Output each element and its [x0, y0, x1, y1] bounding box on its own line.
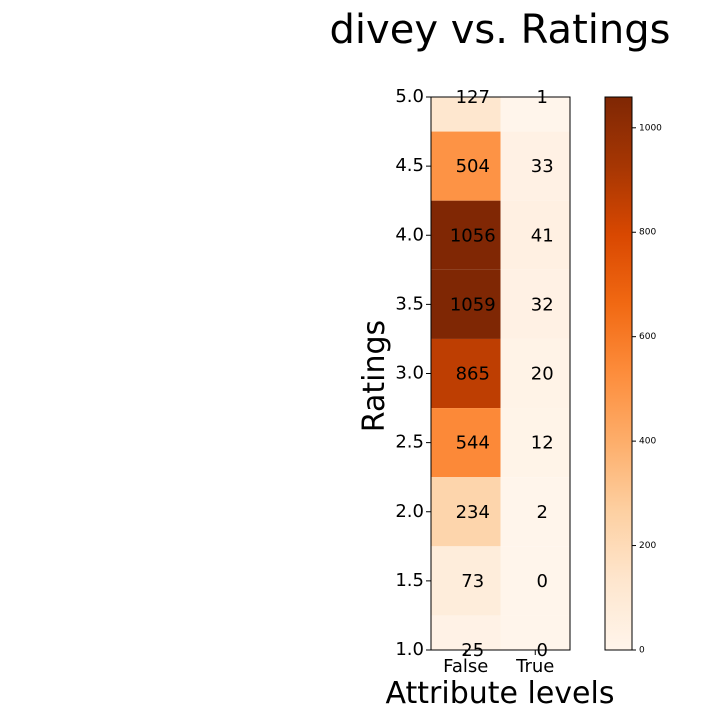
cell-value-label: 504 — [456, 156, 490, 177]
cell-value-label: 1056 — [450, 225, 496, 246]
x-tick-label: False — [443, 656, 488, 677]
cell-value-label: 865 — [456, 364, 490, 385]
cell-value-label: 32 — [531, 294, 554, 315]
cell-value-label: 234 — [456, 502, 490, 523]
heatmap-cell — [500, 546, 570, 616]
heatmap-cell — [431, 97, 501, 132]
heatmap-cell — [500, 200, 570, 270]
heatmap-cell — [431, 338, 501, 409]
cell-value-label: 73 — [461, 571, 484, 592]
heatmap-cell — [500, 477, 570, 547]
heatmap-cell — [500, 408, 570, 478]
cell-value-label: 33 — [531, 156, 554, 177]
cell-value-label: 1059 — [450, 294, 496, 315]
cell-value-label: 544 — [456, 433, 490, 454]
colorbar — [604, 96, 633, 651]
chart-title: divey vs. Ratings — [330, 7, 671, 53]
heatmap-cell — [431, 131, 501, 201]
y-axis-ticks: 5.0 4.5 4.0 3.5 3.0 2.5 2.0 1.5 1.0 — [395, 86, 431, 660]
y-tick-label: 4.5 — [395, 155, 424, 176]
colorbar-tick-label: 1000 — [639, 123, 662, 133]
y-tick-label: 3.0 — [395, 363, 424, 384]
colorbar-ticks: 0 200 400 600 800 1000 — [632, 123, 662, 656]
colorbar-tick-label: 0 — [639, 646, 645, 656]
cell-value-label: 2 — [537, 502, 548, 523]
x-axis-label: Attribute levels — [386, 676, 615, 711]
y-tick-label: 3.5 — [395, 293, 424, 314]
colorbar-tick-label: 200 — [639, 541, 656, 551]
y-tick-label: 4.0 — [395, 224, 424, 245]
colorbar-tick-label: 400 — [639, 437, 656, 447]
heatmap-cell — [500, 131, 570, 201]
heatmap-cells — [431, 97, 570, 650]
y-tick-label: 2.5 — [395, 432, 424, 453]
y-tick-label: 5.0 — [395, 86, 424, 107]
colorbar-tick-label: 800 — [639, 228, 656, 238]
heatmap-cell — [431, 408, 501, 478]
y-axis-label: Ratings — [357, 320, 392, 432]
heatmap-cell — [500, 615, 570, 650]
cell-value-label: 41 — [531, 225, 554, 246]
y-tick-label: 1.0 — [395, 639, 424, 660]
heatmap-cell — [500, 97, 570, 132]
x-axis-ticks: False True — [443, 650, 554, 677]
x-tick-label: True — [515, 656, 554, 677]
cell-value-label: 12 — [531, 433, 554, 454]
y-tick-label: 1.5 — [395, 570, 424, 591]
y-tick-label: 2.0 — [395, 501, 424, 522]
heatmap-cell — [431, 615, 501, 650]
colorbar-tick-label: 600 — [639, 332, 656, 342]
heatmap-cell — [500, 269, 570, 339]
heatmap-cell — [500, 338, 570, 409]
cell-value-label: 20 — [531, 364, 554, 385]
heatmap-cell — [431, 546, 501, 616]
heatmap-cell — [431, 477, 501, 547]
cell-value-label: 0 — [537, 571, 548, 592]
heatmap-cell — [431, 200, 501, 270]
heatmap-cell — [431, 269, 501, 339]
